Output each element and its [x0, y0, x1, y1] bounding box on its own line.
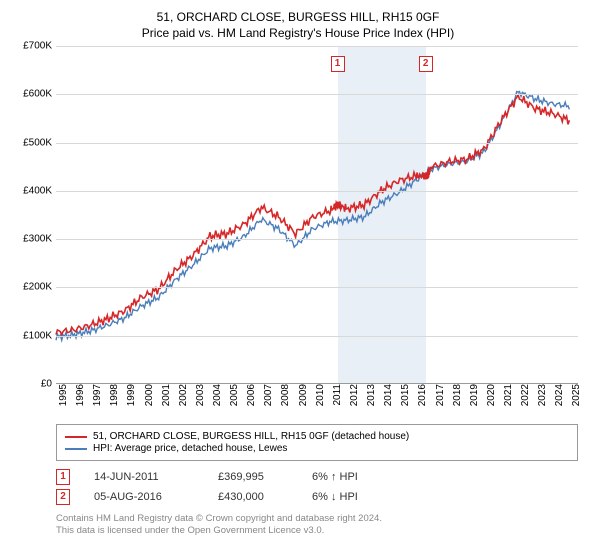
sale-delta: 6% ↓ HPI [312, 491, 402, 503]
y-axis-label: £500K [10, 137, 52, 148]
x-axis-label: 2019 [469, 384, 480, 414]
legend-label: HPI: Average price, detached house, Lewe… [93, 443, 287, 454]
x-axis-label: 2023 [537, 384, 548, 414]
sale-date: 05-AUG-2016 [94, 491, 194, 503]
legend-item: HPI: Average price, detached house, Lewe… [65, 443, 569, 454]
x-axis-label: 2006 [246, 384, 257, 414]
sale-dot [334, 202, 341, 209]
x-axis-label: 2000 [144, 384, 155, 414]
chart-container: 51, ORCHARD CLOSE, BURGESS HILL, RH15 0G… [0, 0, 600, 560]
sale-price: £369,995 [218, 471, 288, 483]
x-axis-label: 2003 [195, 384, 206, 414]
x-axis-label: 2017 [435, 384, 446, 414]
chart-title: 51, ORCHARD CLOSE, BURGESS HILL, RH15 0G… [14, 10, 582, 24]
sale-row: 1 14-JUN-2011 £369,995 6% ↑ HPI [56, 469, 578, 485]
footer-line: This data is licensed under the Open Gov… [56, 525, 578, 537]
legend-label: 51, ORCHARD CLOSE, BURGESS HILL, RH15 0G… [93, 431, 409, 442]
sale-row: 2 05-AUG-2016 £430,000 6% ↓ HPI [56, 489, 578, 505]
x-axis-label: 2009 [298, 384, 309, 414]
legend-swatch [65, 436, 87, 438]
x-axis-label: 2005 [229, 384, 240, 414]
x-axis-label: 2024 [554, 384, 565, 414]
x-axis-label: 2008 [280, 384, 291, 414]
sale-price: £430,000 [218, 491, 288, 503]
y-axis-label: £0 [10, 379, 52, 390]
x-axis-label: 2020 [486, 384, 497, 414]
legend-swatch [65, 448, 87, 450]
x-axis-label: 1996 [75, 384, 86, 414]
grid-line [56, 287, 578, 288]
plot-area: £0£100K£200K£300K£400K£500K£600K£700K12 [56, 46, 578, 384]
y-axis-label: £600K [10, 89, 52, 100]
x-axis-label: 2022 [520, 384, 531, 414]
x-axis-label: 1995 [58, 384, 69, 414]
x-axis-label: 2013 [366, 384, 377, 414]
sale-row-marker: 1 [56, 469, 70, 485]
sale-dot [422, 173, 429, 180]
sale-delta: 6% ↑ HPI [312, 471, 402, 483]
footer-line: Contains HM Land Registry data © Crown c… [56, 513, 578, 525]
grid-line [56, 239, 578, 240]
grid-line [56, 191, 578, 192]
y-axis-label: £300K [10, 234, 52, 245]
sale-marker-label: 1 [331, 56, 345, 72]
x-axis-label: 2012 [349, 384, 360, 414]
y-axis-label: £200K [10, 282, 52, 293]
line-svg [56, 46, 578, 383]
chart-subtitle: Price paid vs. HM Land Registry's House … [14, 26, 582, 40]
footer-attribution: Contains HM Land Registry data © Crown c… [56, 513, 578, 538]
x-axis-label: 2011 [332, 384, 343, 414]
sale-marker-label: 2 [419, 56, 433, 72]
x-axis-label: 1997 [92, 384, 103, 414]
y-axis-label: £100K [10, 330, 52, 341]
series-property [56, 95, 569, 335]
x-axis-label: 2018 [452, 384, 463, 414]
sales-table: 1 14-JUN-2011 £369,995 6% ↑ HPI 2 05-AUG-2016… [56, 469, 578, 505]
legend-item: 51, ORCHARD CLOSE, BURGESS HILL, RH15 0G… [65, 431, 569, 442]
grid-line [56, 46, 578, 47]
grid-line [56, 143, 578, 144]
legend: 51, ORCHARD CLOSE, BURGESS HILL, RH15 0G… [56, 424, 578, 461]
x-axis-label: 2021 [503, 384, 514, 414]
x-axis-label: 2016 [417, 384, 428, 414]
grid-line [56, 336, 578, 337]
grid-line [56, 94, 578, 95]
y-axis-label: £700K [10, 41, 52, 52]
x-axis: 1995 1996 1997 1998 1999 2000 2001 2002 2003 2004… [56, 384, 578, 420]
x-axis-label: 1998 [109, 384, 120, 414]
x-axis-label: 2015 [400, 384, 411, 414]
x-axis-label: 2014 [383, 384, 394, 414]
sale-date: 14-JUN-2011 [94, 471, 194, 483]
x-axis-label: 2004 [212, 384, 223, 414]
x-axis-label: 2007 [263, 384, 274, 414]
sale-row-marker: 2 [56, 489, 70, 505]
x-axis-label: 1999 [126, 384, 137, 414]
x-axis-label: 2001 [161, 384, 172, 414]
y-axis-label: £400K [10, 185, 52, 196]
x-axis-label: 2002 [178, 384, 189, 414]
x-axis-label: 2025 [571, 384, 582, 414]
x-axis-label: 2010 [315, 384, 326, 414]
